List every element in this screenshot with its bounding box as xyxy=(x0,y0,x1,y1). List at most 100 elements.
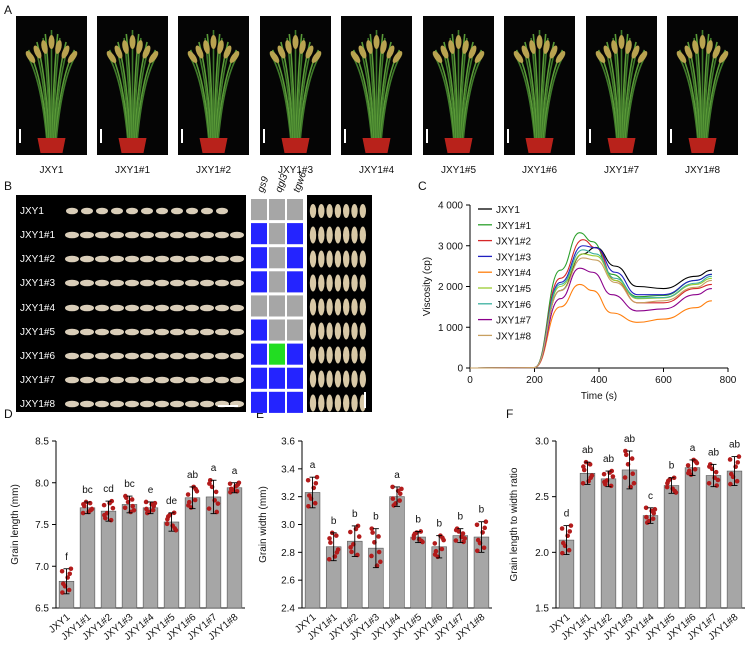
data-point xyxy=(474,522,480,528)
grain-horizontal xyxy=(125,328,139,336)
bar xyxy=(410,536,426,609)
grain-vertical xyxy=(326,226,333,244)
data-point xyxy=(441,537,446,543)
grain-horizontal xyxy=(185,376,199,384)
horizontal-grain-photo xyxy=(16,195,246,412)
bar xyxy=(121,504,138,609)
plant-photo: JXY1#7 xyxy=(586,16,657,176)
grain-vertical xyxy=(334,250,342,268)
data-point xyxy=(349,549,354,555)
panicle xyxy=(625,40,632,54)
data-point xyxy=(130,503,136,509)
data-point xyxy=(454,526,460,531)
grain-vertical xyxy=(318,298,325,316)
data-point xyxy=(60,581,66,587)
data-point xyxy=(66,587,72,593)
data-point xyxy=(376,534,381,539)
grain-horizontal xyxy=(80,304,94,312)
y-tick-label: 3 000 xyxy=(438,241,463,252)
genotype-cell xyxy=(287,295,303,317)
bar xyxy=(79,507,96,609)
grain-vertical xyxy=(359,370,366,388)
grain-horizontal xyxy=(185,304,199,312)
grain-horizontal xyxy=(215,352,229,360)
data-point xyxy=(102,515,108,521)
pot xyxy=(525,138,554,153)
data-point xyxy=(59,568,65,574)
data-point xyxy=(227,481,233,487)
grain-horizontal xyxy=(156,207,168,215)
grain-horizontal xyxy=(155,352,169,360)
panicle xyxy=(229,51,240,63)
data-point xyxy=(581,467,587,473)
panicle xyxy=(536,35,543,49)
panicle xyxy=(692,40,699,54)
grain-vertical xyxy=(309,298,317,316)
x-tick-label: 600 xyxy=(655,375,672,386)
panel-letter-a: A xyxy=(4,3,12,17)
grain-vertical xyxy=(351,298,358,316)
grain-horizontal xyxy=(230,304,244,312)
grain-horizontal xyxy=(66,207,78,215)
panel-letter-f: F xyxy=(506,407,513,421)
panicle xyxy=(549,45,558,59)
legend-label: JXY1#4 xyxy=(496,268,531,279)
data-point xyxy=(707,462,713,467)
grain-horizontal xyxy=(110,255,124,263)
panicle xyxy=(48,35,55,49)
data-point xyxy=(370,530,375,535)
significance-letter: a xyxy=(310,460,316,471)
length-width-ratio-chart: 1.5 2.0 2.5 3.0 Grain length to width ratio d… xyxy=(509,434,745,643)
data-point xyxy=(194,488,200,494)
y-tick-label: 6.5 xyxy=(35,604,49,615)
data-point xyxy=(335,547,341,552)
grain-horizontal xyxy=(185,255,199,263)
grain-horizontal xyxy=(140,304,154,312)
genotype-cell xyxy=(251,223,267,245)
significance-letter: ab xyxy=(708,447,720,458)
grain-horizontal xyxy=(140,352,154,360)
grain-horizontal xyxy=(126,207,138,215)
panicle xyxy=(311,51,322,63)
plant-photo: JXY1#5 xyxy=(423,16,494,176)
grain-vertical xyxy=(359,226,366,244)
grain-horizontal xyxy=(140,279,154,287)
grain-horizontal xyxy=(215,255,229,263)
panicle xyxy=(25,51,36,63)
grain-vertical xyxy=(318,346,325,364)
data-point xyxy=(144,510,150,516)
panicle xyxy=(142,45,151,59)
grain-vertical xyxy=(318,322,325,340)
data-point xyxy=(313,481,319,486)
significance-letter: b xyxy=(415,514,421,525)
grain-horizontal xyxy=(216,207,228,215)
data-point xyxy=(89,506,95,512)
grain-vertical xyxy=(318,394,325,412)
panicle xyxy=(223,45,232,59)
genotype-cell xyxy=(269,247,285,269)
pot xyxy=(118,138,147,153)
scale-bar xyxy=(263,129,265,143)
significance-letter: ab xyxy=(624,434,636,445)
data-point xyxy=(369,553,374,559)
grain-horizontal xyxy=(185,231,199,239)
x-tick-label: 200 xyxy=(526,375,543,386)
grain-vertical xyxy=(351,274,358,292)
grain-horizontal xyxy=(185,279,199,287)
grain-horizontal xyxy=(65,304,79,312)
bar xyxy=(600,478,617,609)
grain-horizontal xyxy=(110,352,124,360)
grain-horizontal xyxy=(80,231,94,239)
data-point xyxy=(727,457,733,462)
genotype-cell xyxy=(287,391,303,413)
data-point xyxy=(664,484,670,490)
grain-vertical xyxy=(359,322,366,340)
data-point xyxy=(67,571,73,577)
grain-horizontal xyxy=(80,279,94,287)
bar xyxy=(163,521,180,609)
grain-row-label: JXY1#7 xyxy=(20,375,55,386)
panel-letter-d: D xyxy=(4,407,13,421)
panicle xyxy=(350,51,361,63)
grain-vertical xyxy=(309,346,317,364)
bar xyxy=(304,492,321,609)
